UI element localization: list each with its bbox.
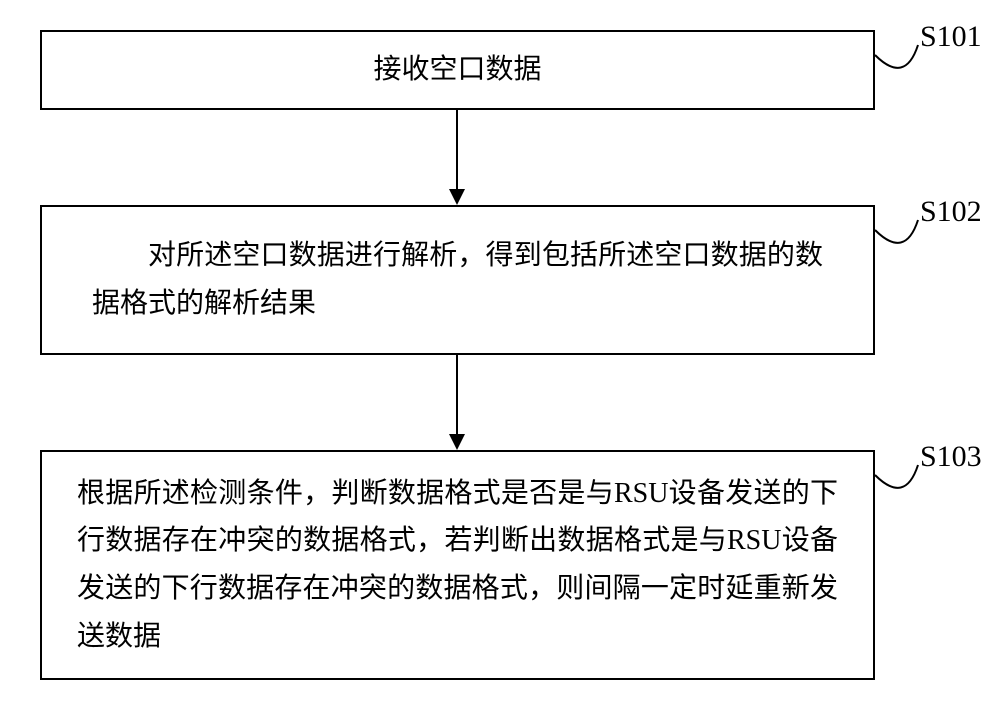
flowchart-canvas: 接收空口数据 S101 对所述空口数据进行解析，得到包括所述空口数据的数据格式的… (0, 0, 1000, 701)
label-connector-s103 (0, 0, 1000, 550)
step-label-s103: S103 (920, 440, 982, 474)
